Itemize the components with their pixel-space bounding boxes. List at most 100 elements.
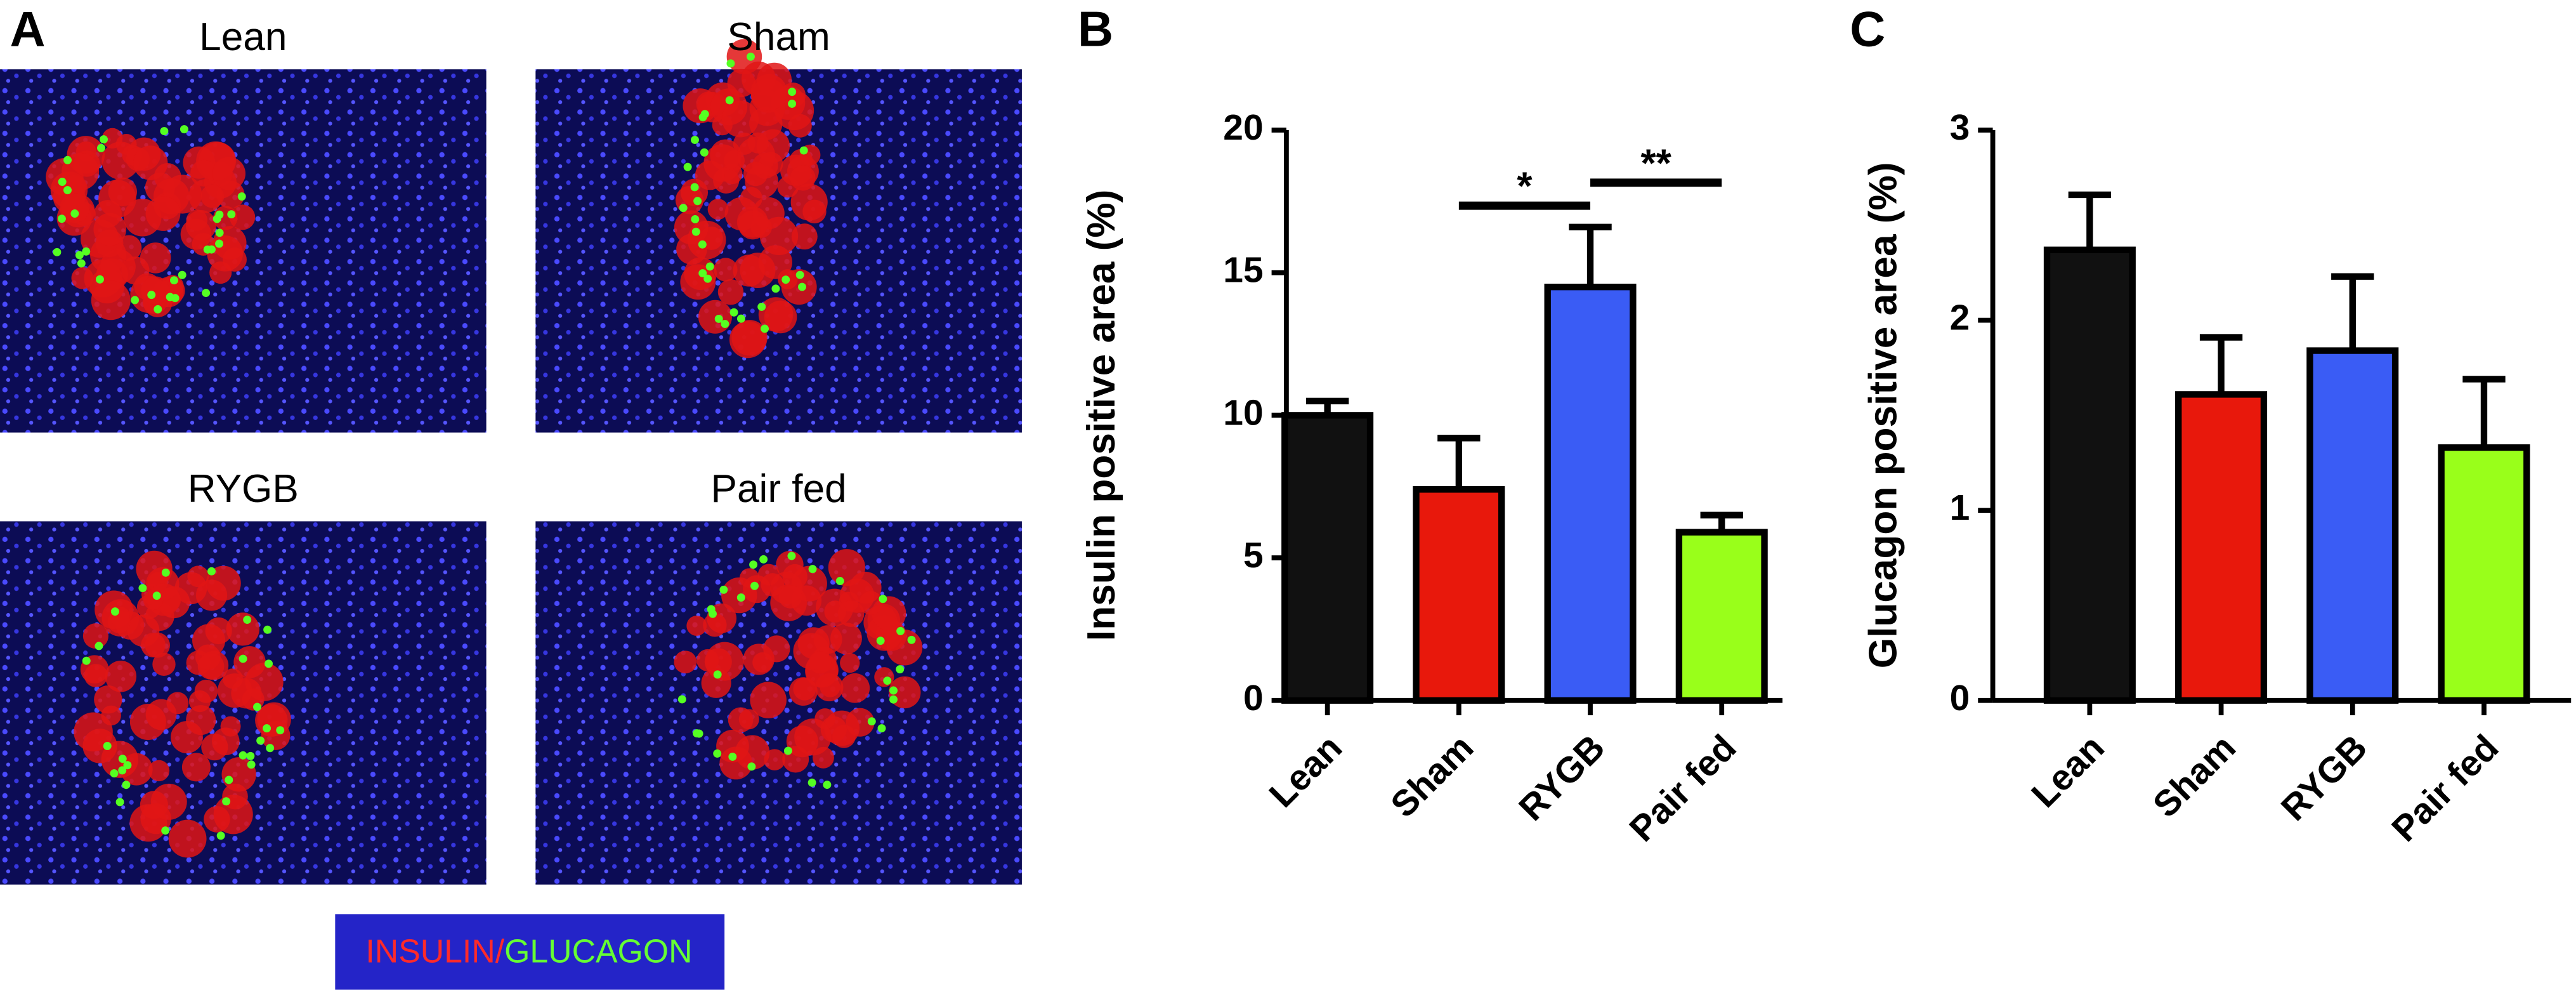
insulin-cell (102, 128, 123, 148)
glucagon-cell (75, 251, 84, 260)
glucagon-cell (867, 717, 876, 726)
glucagon-cell (691, 227, 700, 236)
insulin-cell (148, 760, 170, 782)
glucagon-cell (227, 210, 236, 219)
glucagon-cell (239, 751, 247, 760)
separator: / (495, 932, 505, 969)
y-tick-label: 1 (1950, 487, 1970, 528)
insulin-cell (141, 276, 169, 305)
insulin-cell (707, 199, 729, 220)
insulin-cell (729, 321, 767, 359)
glucagon-cell (889, 686, 898, 695)
insulin-cell (107, 610, 131, 633)
insulin-cell (101, 705, 121, 726)
y-tick-label: 15 (1223, 250, 1263, 291)
insulin-cell (735, 735, 770, 770)
glucagon-cell (63, 186, 72, 195)
insulin-cell (683, 88, 718, 124)
y-tick-label: 0 (1243, 678, 1264, 718)
glucagon-cell (131, 296, 140, 305)
insulin-cell (859, 591, 883, 615)
y-tick-label: 5 (1243, 535, 1264, 576)
insulin-cell (181, 753, 211, 782)
insulin-label: INSULIN (365, 932, 495, 969)
image-title: Sham (727, 15, 830, 59)
x-tick-label: Pair fed (2384, 727, 2506, 850)
image-title: RYGB (188, 467, 299, 511)
glucagon-cell (703, 274, 712, 283)
glucagon-cell (690, 136, 699, 144)
glucagon-cell (95, 275, 104, 284)
insulin-cell (71, 267, 94, 289)
glucagon-cell (713, 670, 722, 679)
glucagon-cell (783, 746, 792, 755)
glucagon-cell (876, 637, 885, 645)
insulin-cell (152, 652, 176, 676)
x-tick-label: Lean (1262, 727, 1350, 815)
glucagon-cell (714, 314, 723, 323)
insulin-cell (840, 652, 860, 673)
insulin-cell (257, 702, 291, 737)
insulin-cell (245, 663, 284, 701)
glucagon-cell (161, 826, 170, 835)
glucagon-cell (691, 214, 700, 223)
glucagon-cell (266, 744, 275, 753)
glucagon-cell (247, 760, 256, 769)
insulin-cell (93, 213, 127, 246)
insulin-cell (206, 565, 241, 601)
glucagon-cell (212, 214, 221, 223)
glucagon-cell (798, 282, 806, 291)
glucagon-cell (877, 724, 886, 733)
glucagon-cell (154, 305, 162, 314)
insulin-cell (140, 242, 171, 274)
insulin-cell (140, 803, 172, 835)
insulin-cell (724, 150, 745, 171)
glucagon-cell (70, 209, 79, 218)
glucagon-cell (246, 751, 255, 760)
glucagon-cell (698, 240, 707, 249)
glucagon-cell (693, 197, 702, 206)
stain-legend-box (335, 914, 725, 990)
glucagon-cell (243, 616, 252, 624)
bar (1675, 529, 1768, 704)
glucagon-cell (883, 676, 892, 685)
glucagon-cell (726, 59, 735, 68)
insulin-cell (794, 718, 832, 756)
glucagon-cell (889, 695, 898, 704)
glucagon-cell (771, 284, 780, 293)
glucagon-cell (879, 595, 887, 604)
glucagon-cell (788, 100, 797, 108)
insulin-cell (840, 673, 870, 703)
glucagon-cell (761, 324, 769, 333)
glucagon-cell (719, 585, 728, 594)
insulin-cell (809, 651, 832, 674)
insulin-cell (743, 644, 775, 675)
glucagon-cell (180, 125, 188, 134)
glucagon-cell (123, 761, 132, 770)
glucagon-cell (166, 293, 174, 301)
glucagon-cell (807, 778, 816, 787)
bar (2438, 444, 2530, 704)
insulin-cell (143, 590, 164, 610)
glucagon-cell (203, 245, 212, 254)
glucagon-cell (781, 275, 790, 284)
insulin-cell (790, 165, 816, 191)
insulin-cell (230, 204, 256, 230)
insulin-cell (190, 159, 218, 187)
insulin-cell (695, 160, 725, 190)
bar (2043, 246, 2136, 704)
glucagon-cell (207, 567, 216, 576)
insulin-cell (824, 600, 847, 623)
y-axis-label: Insulin positive area (%) (1080, 190, 1123, 641)
significance-label: ** (1640, 142, 1671, 185)
glucagon-cell (256, 736, 265, 745)
glucagon-cell (118, 755, 127, 763)
insulin-cell (747, 132, 769, 154)
insulin-cell (788, 677, 818, 706)
insulin-cell (813, 625, 842, 654)
panel-label: B (1078, 3, 1113, 57)
glucagon-cell (225, 776, 233, 784)
glucagon-cell (169, 276, 178, 285)
insulin-cell (194, 679, 218, 703)
